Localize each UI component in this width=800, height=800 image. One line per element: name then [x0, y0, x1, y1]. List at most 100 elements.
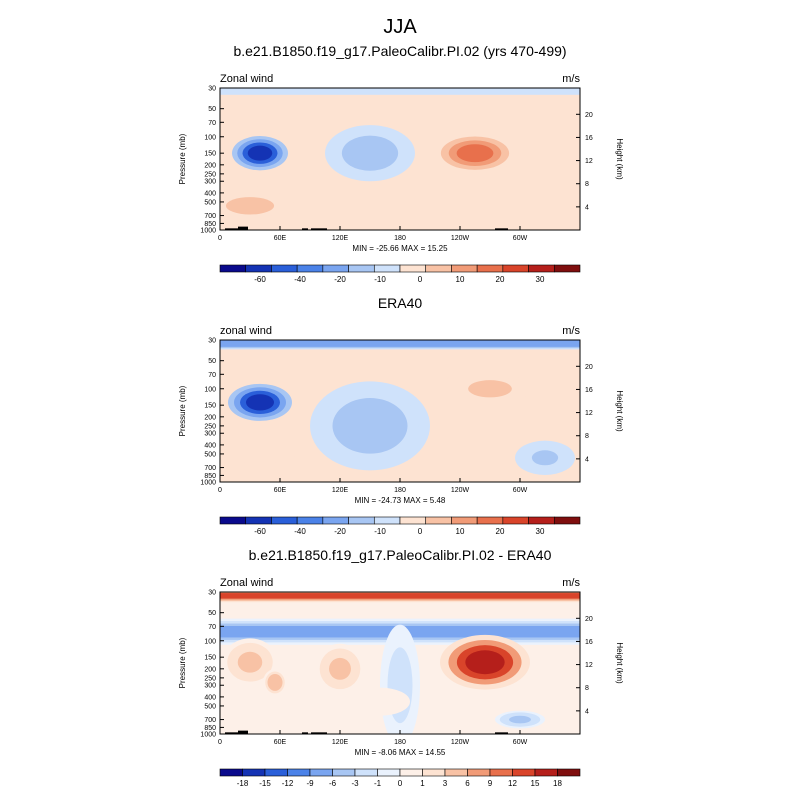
y-tick-label: 70	[208, 120, 216, 127]
contour-region	[237, 651, 263, 673]
y-tick-label: 30	[208, 338, 216, 345]
contour-band	[220, 88, 580, 91]
y-tick-label: 50	[208, 358, 216, 365]
colorbar-box	[528, 264, 555, 273]
y-tick-label: 70	[208, 372, 216, 379]
contour-region	[366, 695, 394, 708]
terrain-mask	[238, 730, 248, 734]
y-tick-label: 50	[208, 106, 216, 113]
colorbar-label: 0	[418, 275, 423, 284]
y-tick-label: 1000	[200, 480, 216, 487]
colorbar-label: 20	[496, 275, 505, 284]
colorbar-label: -1	[374, 779, 382, 788]
height-tick-label: 16	[585, 639, 593, 646]
colorbar-label: -20	[334, 527, 346, 536]
colorbar-box	[296, 264, 324, 273]
colorbar-label: 1	[420, 779, 425, 788]
y-tick-label: 700	[204, 717, 216, 724]
colorbar-box	[322, 264, 349, 273]
colorbar-box	[322, 516, 349, 525]
colorbar-label: -9	[306, 779, 314, 788]
contour-field	[220, 88, 580, 230]
colorbar-label: 10	[456, 275, 465, 284]
panel-unit-label: m/s	[562, 577, 580, 589]
terrain-mask	[311, 228, 327, 230]
height-tick-label: 16	[585, 387, 593, 394]
colorbar-box	[534, 768, 558, 777]
panel-left-label: zonal wind	[220, 325, 272, 337]
y-tick-label: 100	[204, 386, 216, 393]
height-tick-label: 8	[585, 181, 589, 188]
panel-title: b.e21.B1850.f19_g17.PaleoCalibr.PI.02 (y…	[233, 43, 566, 59]
colorbar-box	[399, 516, 427, 525]
contour-region	[350, 140, 390, 166]
contour-region	[509, 715, 531, 724]
contour-field	[220, 340, 580, 482]
y-axis-label: Pressure (mb)	[178, 133, 187, 184]
height-tick-label: 12	[585, 158, 593, 165]
colorbar-label: -20	[334, 275, 346, 284]
y-tick-label: 30	[208, 86, 216, 93]
terrain-mask	[225, 228, 242, 230]
colorbar-box	[354, 768, 378, 777]
colorbar-box	[476, 264, 504, 273]
colorbar: -18 -15 -12 -9 -6 -3 -1 0 1 3 6 9 12 15 18	[219, 768, 581, 788]
y-tick-label: 70	[208, 624, 216, 631]
y-axis-label: Pressure (mb)	[178, 385, 187, 436]
colorbar-box	[425, 264, 452, 273]
x-tick-label: 120E	[332, 235, 349, 242]
contour-band	[220, 340, 580, 346]
panel-unit-label: m/s	[562, 325, 580, 337]
colorbar-box	[553, 264, 581, 273]
colorbar-label: -18	[237, 779, 249, 788]
y-tick-label: 400	[204, 694, 216, 701]
colorbar-box	[476, 516, 504, 525]
contour-region	[238, 460, 282, 475]
y-tick-label: 150	[204, 403, 216, 410]
y-tick-label: 500	[204, 199, 216, 206]
colorbar-box	[377, 768, 401, 777]
panel-title: ERA40	[378, 295, 423, 311]
y-tick-label: 50	[208, 610, 216, 617]
colorbar-box	[444, 768, 468, 777]
panel-1: b.e21.B1850.f19_g17.PaleoCalibr.PI.02 (y…	[178, 43, 624, 284]
colorbar-label: 30	[536, 275, 545, 284]
y-tick-label: 500	[204, 451, 216, 458]
height-tick-label: 4	[585, 708, 589, 715]
y-tick-label: 850	[204, 473, 216, 480]
contour-region	[468, 380, 512, 398]
colorbar-label: -40	[294, 527, 306, 536]
y-tick-label: 200	[204, 666, 216, 673]
colorbar-label: -10	[374, 275, 386, 284]
colorbar-label: 30	[536, 527, 545, 536]
y-tick-label: 850	[204, 725, 216, 732]
colorbar-box	[219, 768, 243, 777]
y-tick-label: 400	[204, 442, 216, 449]
y-tick-label: 300	[204, 179, 216, 186]
colorbar-box	[502, 264, 529, 273]
height-tick-label: 20	[585, 112, 593, 119]
y-tick-label: 30	[208, 590, 216, 597]
contour-region	[247, 145, 273, 161]
y-axis-label: Pressure (mb)	[178, 637, 187, 688]
x-tick-label: 60W	[513, 487, 528, 494]
colorbar-box	[287, 768, 311, 777]
min-max-stats: MIN = -8.06 MAX = 14.55	[355, 748, 446, 757]
x-tick-label: 120E	[332, 739, 349, 746]
contour-region	[536, 192, 564, 212]
contour-region	[329, 657, 351, 680]
terrain-mask	[311, 732, 327, 734]
x-tick-label: 120W	[451, 739, 470, 746]
colorbar-box	[399, 264, 427, 273]
height-tick-label: 16	[585, 135, 593, 142]
colorbar-box	[553, 516, 581, 525]
height-tick-label: 4	[585, 204, 589, 211]
panel-title: b.e21.B1850.f19_g17.PaleoCalibr.PI.02 - …	[249, 547, 552, 563]
colorbar-box	[245, 516, 272, 525]
height-tick-label: 20	[585, 616, 593, 623]
colorbar-box	[528, 516, 555, 525]
colorbar-label: 3	[443, 779, 448, 788]
height-tick-label: 12	[585, 410, 593, 417]
colorbar-box	[332, 768, 356, 777]
